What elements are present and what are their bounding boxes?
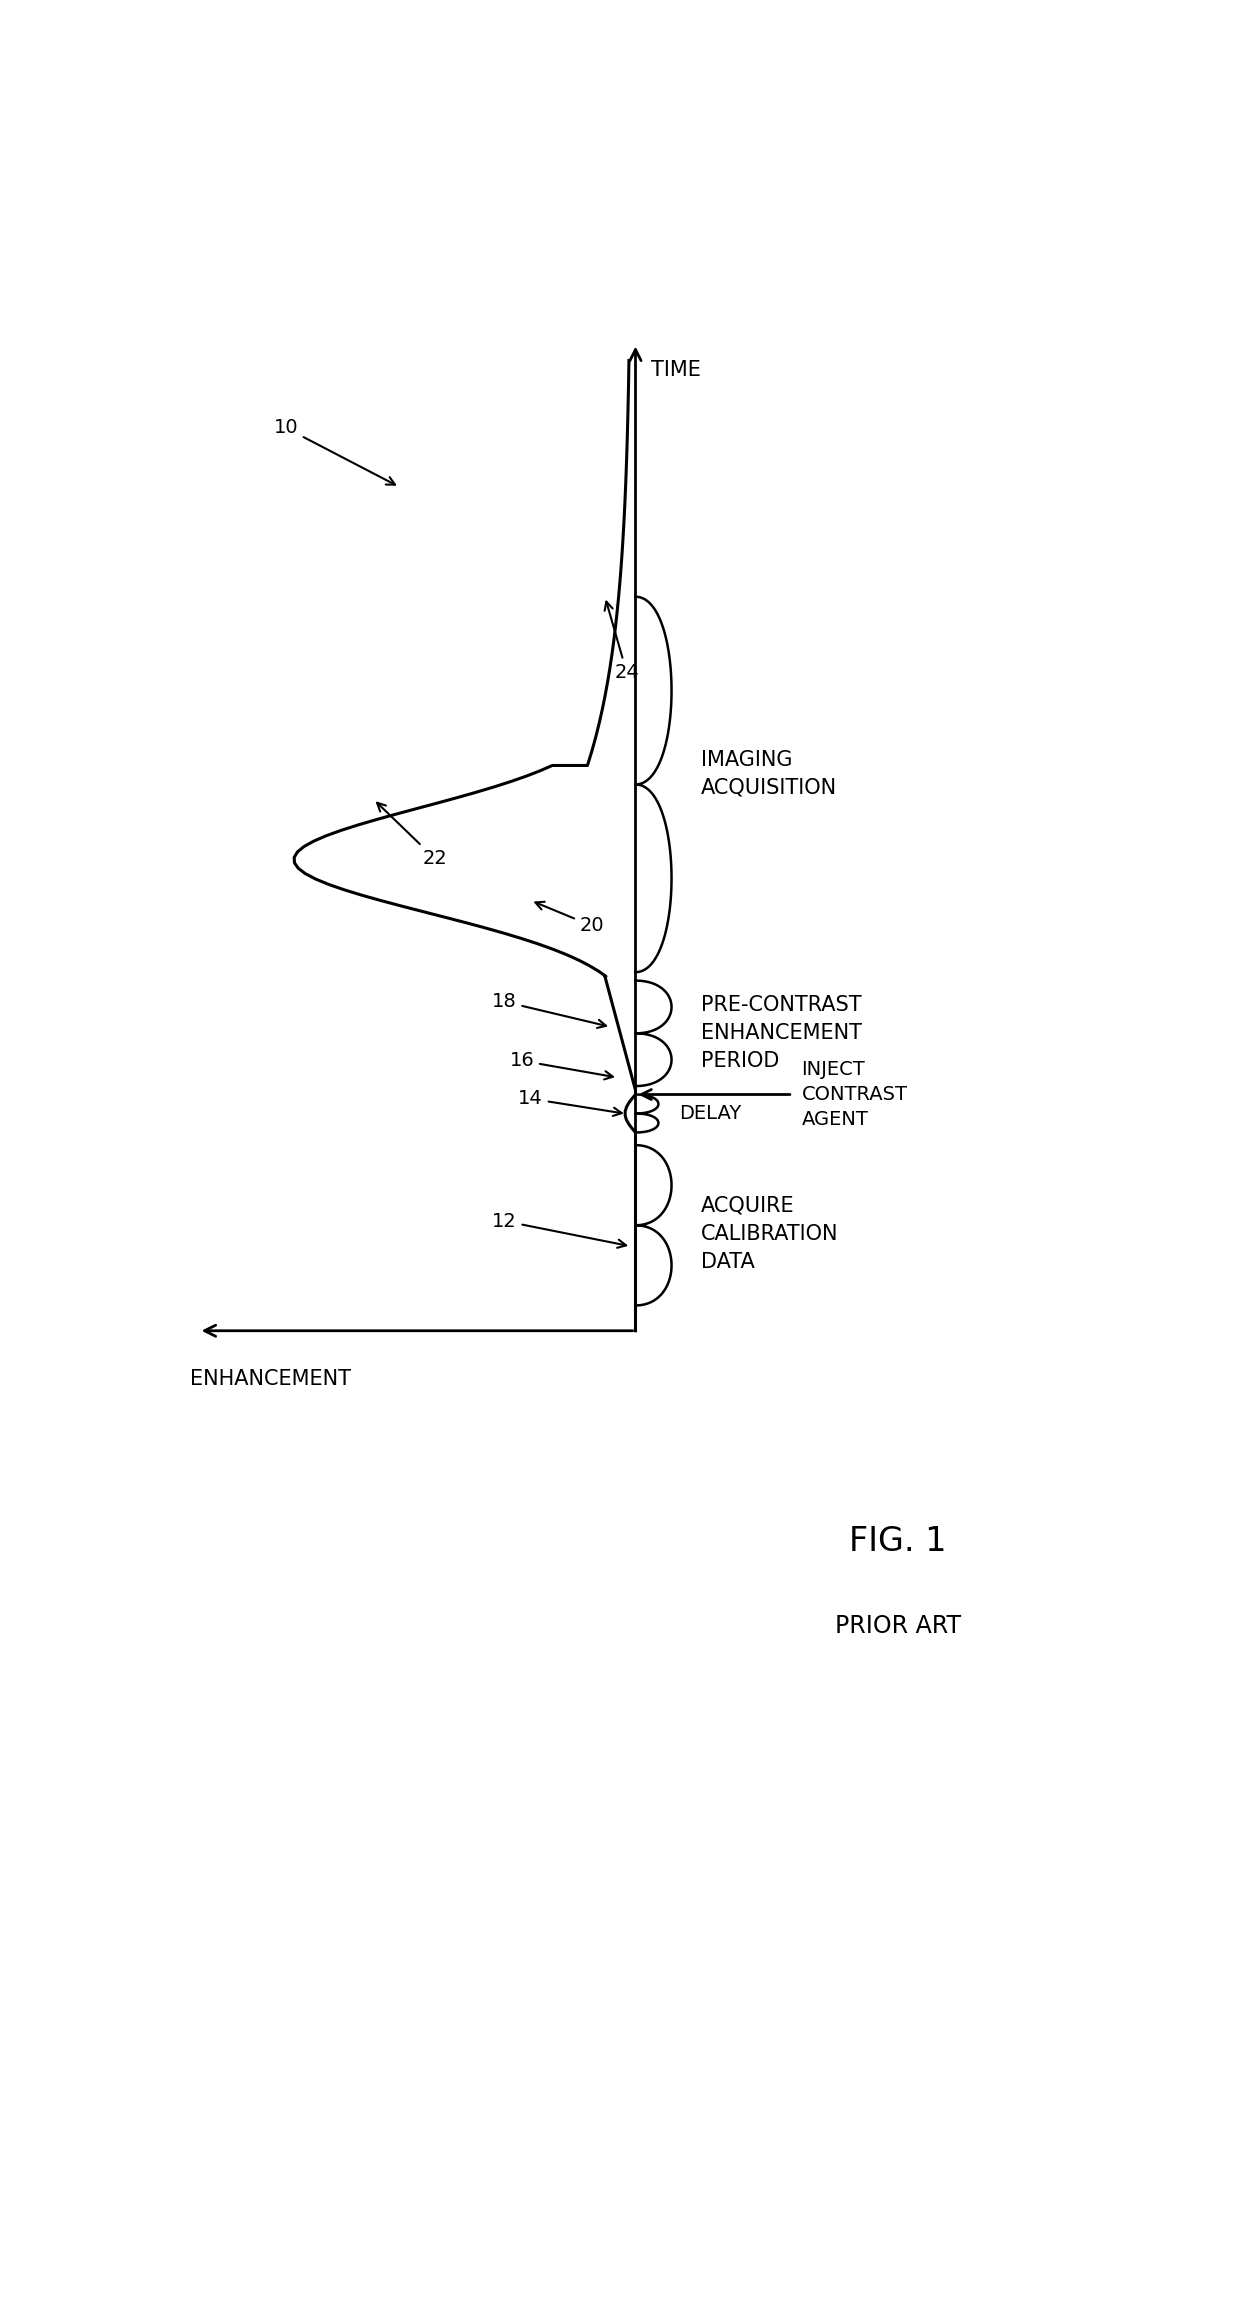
Text: IMAGING
ACQUISITION: IMAGING ACQUISITION [701, 750, 837, 798]
Text: ENHANCEMENT: ENHANCEMENT [190, 1369, 351, 1390]
Text: ACQUIRE
CALIBRATION
DATA: ACQUIRE CALIBRATION DATA [701, 1197, 838, 1272]
Text: 16: 16 [510, 1052, 613, 1079]
Text: 24: 24 [605, 601, 639, 681]
Text: 18: 18 [492, 992, 606, 1029]
Text: 20: 20 [536, 902, 604, 934]
Text: 12: 12 [492, 1213, 626, 1247]
Text: 22: 22 [377, 803, 446, 867]
Text: DELAY: DELAY [680, 1104, 742, 1123]
Text: PRIOR ART: PRIOR ART [835, 1613, 961, 1638]
Text: PRE-CONTRAST
ENHANCEMENT
PERIOD: PRE-CONTRAST ENHANCEMENT PERIOD [701, 996, 862, 1072]
Text: FIG. 1: FIG. 1 [849, 1526, 946, 1558]
Text: INJECT
CONTRAST
AGENT: INJECT CONTRAST AGENT [801, 1061, 908, 1130]
Text: TIME: TIME [651, 361, 701, 380]
Text: 14: 14 [518, 1088, 621, 1116]
Text: 10: 10 [274, 419, 396, 486]
